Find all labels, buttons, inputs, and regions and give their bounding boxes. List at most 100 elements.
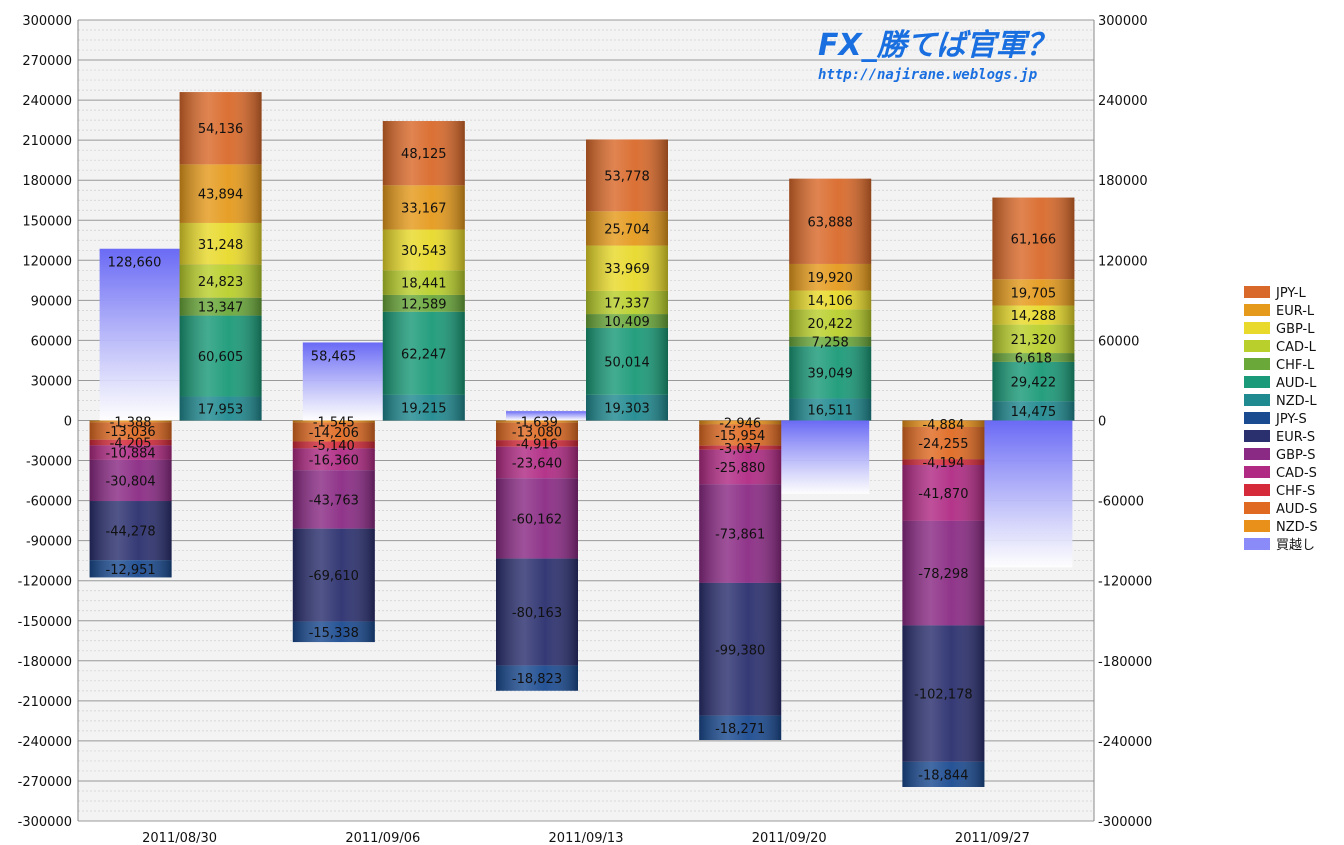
legend-entry: CAD-L [1276, 340, 1317, 355]
y-tick-label: 30000 [31, 374, 72, 389]
bar-label-gbp-l: 14,106 [807, 294, 853, 309]
bar-label-chf-s: -4,194 [922, 456, 964, 471]
bar-segment-shade [902, 520, 985, 626]
bar-segment-shade [992, 324, 1075, 354]
bar-segment-shade [292, 621, 375, 643]
bar-label-aud-s: -15,954 [715, 429, 765, 444]
legend-swatch [1244, 538, 1270, 550]
bar-label-cad-l: 24,823 [198, 275, 244, 290]
bar-segment-shade [292, 420, 375, 423]
bar-label-eur-s: -44,278 [106, 525, 156, 540]
y-tick-label: -300000 [18, 815, 72, 830]
y-tick-label: 240000 [22, 94, 72, 109]
bar-label-gbp-s: -78,298 [918, 567, 968, 582]
x-tick-label: 2011/09/13 [549, 831, 624, 845]
bar-segment-shade [586, 139, 668, 212]
bar-segment-shade [789, 346, 872, 399]
bar-label-jpy-l: 63,888 [807, 215, 853, 230]
legend-swatch [1244, 304, 1270, 316]
bar-label-gbp-l: 30,543 [401, 244, 447, 259]
bar-segment-shade [89, 445, 172, 460]
legend-swatch [1244, 322, 1270, 334]
legend-entry: NZD-S [1276, 520, 1318, 535]
bar-label-aud-s: -13,080 [512, 425, 562, 440]
y-tick-label: 0 [64, 415, 72, 430]
y-tick-label: -240000 [18, 735, 72, 750]
bar-label-eur-s: -99,380 [715, 643, 765, 658]
bar-label-chf-s: -5,140 [313, 439, 355, 454]
bar-label-cad-l: 17,337 [604, 296, 650, 311]
bar-label-cad-s: -10,884 [106, 447, 156, 462]
bar-label-eur-l: 19,705 [1011, 286, 1057, 301]
bar-label-eur-s: -80,163 [512, 606, 562, 621]
legend-entry: NZD-L [1276, 394, 1317, 409]
bar-segment-shade [699, 449, 782, 485]
bar-label-cad-s: -41,870 [918, 487, 968, 502]
bar-segment-shade [699, 484, 782, 583]
bar-segment-shade [89, 439, 172, 446]
y-tick-label: 120000 [22, 254, 72, 269]
y-tick-label: 270000 [22, 54, 72, 69]
bar-label-jpy-l: 48,125 [401, 147, 447, 162]
bar-segment-shade [789, 398, 872, 421]
bar-segment-shade [179, 396, 262, 421]
bar-segment-shade [179, 92, 262, 165]
y2-tick-label: -60000 [1098, 495, 1144, 510]
bar-label-nzd-l: 19,215 [401, 402, 447, 417]
bar-label-gbp-s: -73,861 [715, 528, 765, 543]
bar-label-cad-s: -16,360 [309, 453, 359, 468]
bar-label-aud-l: 39,049 [807, 366, 853, 381]
bar-segment-shade [699, 445, 782, 450]
bar-label-chf-l: 6,618 [1015, 351, 1052, 366]
y-axis-left: 3000002700002400002100001800001500001200… [18, 14, 72, 830]
bar-label-nzd-s: -2,946 [719, 416, 761, 431]
legend-entry: EUR-S [1276, 430, 1315, 445]
bar-segment-shade [902, 625, 985, 762]
y-axis-right: 300000 240000 180000 120000 60000 0 -60000 -120… [1098, 14, 1152, 830]
bar-segment-shade [586, 211, 668, 246]
bar-label-nzd-l: 14,475 [1011, 405, 1057, 420]
bar-label-jpy-l: 54,136 [198, 122, 244, 137]
bar-segment-shade [89, 459, 172, 502]
y-tick-label: -270000 [18, 775, 72, 790]
bar-segment-shade [789, 263, 872, 291]
bar-label-chf-l: 12,589 [401, 297, 447, 312]
bar-segment-shade [902, 420, 985, 428]
y-tick-label: -120000 [18, 575, 72, 590]
bar-label-gbp-l: 33,969 [604, 262, 650, 277]
bar-segment-shade [179, 297, 262, 316]
legend-entry: CHF-L [1276, 358, 1315, 373]
bar-label-eur-l: 43,894 [198, 188, 244, 203]
bar-segment-shade [89, 420, 172, 423]
legend-swatch [1244, 394, 1270, 406]
y2-tick-label: 60000 [1098, 334, 1139, 349]
y-tick-label: -210000 [18, 695, 72, 710]
bar-label-gbp-l: 31,248 [198, 238, 244, 253]
bar-segment-shade [292, 441, 375, 449]
bar-segment-shade [992, 401, 1075, 421]
legend-swatch [1244, 376, 1270, 388]
y-tick-label: -180000 [18, 655, 72, 670]
bar-label-eur-s: -69,610 [309, 569, 359, 584]
bar-segment-shade [586, 290, 668, 315]
y-tick-label: -150000 [18, 615, 72, 630]
legend-entry: AUD-L [1276, 376, 1317, 391]
bar-label-nzd-s: -1,545 [313, 416, 355, 431]
bar-segment-shade [586, 245, 668, 291]
bar-segment-shade [179, 264, 262, 298]
legend-swatch [1244, 466, 1270, 478]
legend-swatch [1244, 484, 1270, 496]
bar-segment-shade [699, 582, 782, 716]
x-tick-label: 2011/08/30 [142, 831, 217, 845]
y-tick-label: 150000 [22, 214, 72, 229]
bar-label-chf-l: 10,409 [604, 315, 650, 330]
bar-segment-shade [789, 309, 872, 337]
bar-segment-shade [382, 294, 465, 312]
bar-segment-shade [496, 558, 578, 666]
bar-segment-shade [382, 311, 465, 395]
x-tick-label: 2011/09/06 [345, 831, 420, 845]
bar-segment-shade [902, 459, 985, 465]
bar-segment-shade [382, 185, 465, 230]
bar-segment-shade [496, 665, 578, 691]
bar-segment-shade [496, 440, 578, 447]
